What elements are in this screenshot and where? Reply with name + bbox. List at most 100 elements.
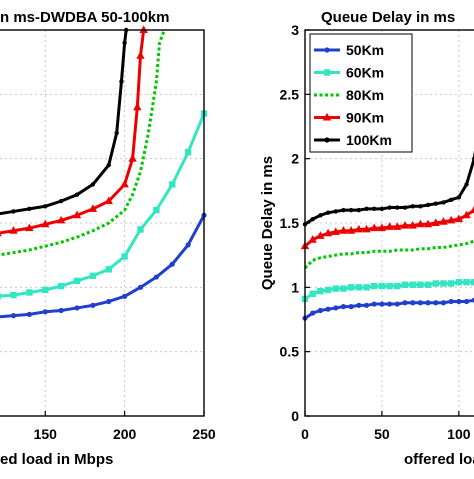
- right-point-50km: [418, 300, 423, 305]
- right-point-50km: [356, 303, 361, 308]
- right-point-50km: [395, 301, 400, 306]
- right-point-50km: [433, 300, 438, 305]
- right-point-60km: [394, 283, 400, 289]
- left-point-60km: [10, 292, 16, 298]
- right-x-tick-label: 0: [301, 426, 309, 442]
- right-point-100km: [364, 207, 368, 211]
- right-point-60km: [402, 282, 408, 288]
- left-point-50km: [59, 308, 64, 313]
- left-point-100km: [107, 163, 111, 167]
- right-point-100km: [441, 200, 445, 204]
- left-point-100km: [11, 209, 15, 213]
- right-point-50km: [402, 300, 407, 305]
- left-point-60km: [106, 266, 112, 272]
- right-point-100km: [418, 204, 422, 208]
- right-point-60km: [371, 283, 377, 289]
- left-point-50km: [186, 242, 191, 247]
- left-point-100km: [122, 41, 126, 45]
- legend-marker-100km: [324, 137, 329, 142]
- right-y-tick-label: 1: [291, 279, 299, 295]
- left-point-100km: [119, 79, 123, 83]
- right-y-tick-label: 2.5: [280, 86, 300, 102]
- legend-label-100km: 100Km: [346, 132, 392, 148]
- left-point-60km: [90, 273, 96, 279]
- left-point-100km: [75, 192, 79, 196]
- right-point-50km: [310, 310, 315, 315]
- right-point-50km: [387, 301, 392, 306]
- right-point-60km: [348, 284, 354, 290]
- legend-label-50km: 50Km: [346, 42, 384, 58]
- right-point-50km: [325, 307, 330, 312]
- right-point-60km: [309, 291, 315, 297]
- right-x-axis-label: offered load in: [404, 451, 474, 468]
- right-point-100km: [310, 217, 314, 221]
- left-point-50km: [122, 294, 127, 299]
- right-point-100km: [318, 213, 322, 217]
- right-point-100km: [357, 208, 361, 212]
- legend-label-80km: 80Km: [346, 87, 384, 103]
- left-point-60km: [42, 287, 48, 293]
- right-y-tick-label: 1.5: [280, 215, 300, 231]
- right-point-100km: [464, 182, 468, 186]
- right-x-tick-label: 50: [374, 426, 390, 442]
- right-point-50km: [333, 305, 338, 310]
- right-point-60km: [325, 287, 331, 293]
- right-point-60km: [417, 282, 423, 288]
- right-point-50km: [449, 299, 454, 304]
- left-point-100km: [27, 207, 31, 211]
- left-point-100km: [114, 131, 118, 135]
- right-y-tick-label: 0.5: [280, 344, 300, 360]
- right-point-50km: [372, 301, 377, 306]
- right-point-60km: [448, 280, 454, 286]
- right-point-100km: [426, 203, 430, 207]
- right-point-100km: [403, 205, 407, 209]
- left-point-50km: [27, 312, 32, 317]
- right-point-60km: [433, 280, 439, 286]
- right-y-axis-label: Queue Delay in ms: [259, 156, 276, 290]
- right-point-50km: [456, 299, 461, 304]
- left-point-50km: [74, 305, 79, 310]
- left-point-100km: [91, 182, 95, 186]
- right-point-60km: [356, 284, 362, 290]
- right-point-100km: [395, 205, 399, 209]
- legend-marker-60km: [324, 69, 330, 75]
- right-point-60km: [463, 279, 469, 285]
- right-point-60km: [379, 283, 385, 289]
- right-point-50km: [364, 303, 369, 308]
- legend-label-90km: 90Km: [346, 110, 384, 126]
- left-point-60km: [0, 293, 1, 299]
- right-point-100km: [387, 205, 391, 209]
- right-point-50km: [349, 304, 354, 309]
- right-point-60km: [363, 284, 369, 290]
- right-point-60km: [409, 282, 415, 288]
- right-point-60km: [340, 285, 346, 291]
- right-point-60km: [386, 283, 392, 289]
- right-chart-title: Queue Delay in ms: [321, 9, 455, 26]
- right-point-100km: [457, 195, 461, 199]
- right-point-100km: [334, 209, 338, 213]
- right-point-50km: [318, 308, 323, 313]
- left-x-tick-label: 250: [192, 426, 216, 442]
- right-point-60km: [440, 280, 446, 286]
- left-point-50km: [138, 285, 143, 290]
- right-y-tick-label: 0: [291, 408, 299, 424]
- left-point-60km: [153, 207, 159, 213]
- left-point-50km: [170, 262, 175, 267]
- right-point-100km: [410, 204, 414, 208]
- right-point-50km: [341, 304, 346, 309]
- left-point-60km: [58, 283, 64, 289]
- right-y-tick-label: 3: [291, 22, 299, 38]
- left-point-100km: [43, 204, 47, 208]
- left-point-50km: [43, 309, 48, 314]
- left-x-axis-label: ed load in Mbps: [0, 451, 113, 468]
- left-point-50km: [154, 274, 159, 279]
- right-point-60km: [333, 285, 339, 291]
- right-y-tick-label: 2: [291, 151, 299, 167]
- right-point-60km: [317, 288, 323, 294]
- right-point-100km: [349, 208, 353, 212]
- right-point-100km: [372, 207, 376, 211]
- left-point-100km: [59, 199, 63, 203]
